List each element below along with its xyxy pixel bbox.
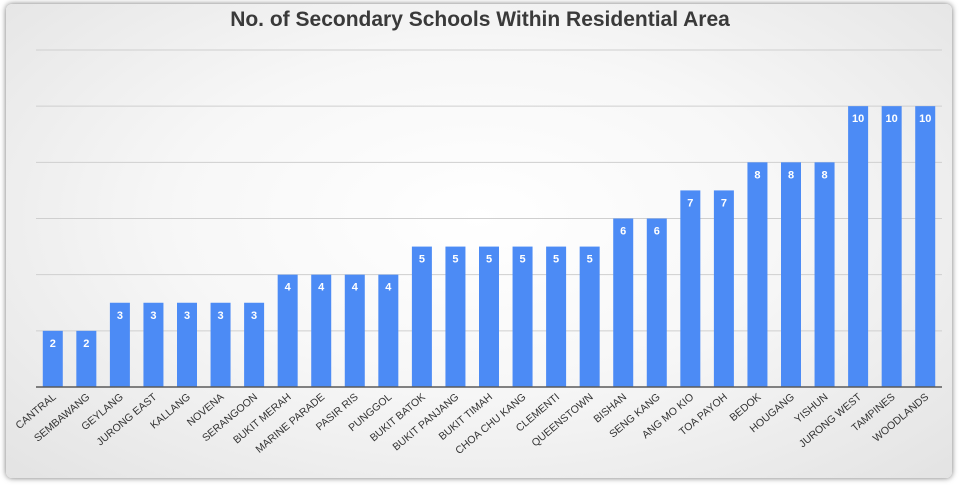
data-label: 4 — [385, 282, 392, 294]
data-label: 2 — [83, 338, 89, 350]
data-label: 10 — [852, 113, 864, 125]
chart-title: No. of Secondary Schools Within Resident… — [230, 8, 730, 31]
bar — [210, 302, 231, 387]
data-label: 8 — [821, 169, 827, 181]
bar — [109, 302, 130, 387]
data-label: 3 — [150, 310, 156, 322]
bar — [76, 330, 97, 387]
bar — [881, 106, 902, 388]
bar — [848, 106, 869, 388]
bar — [646, 218, 667, 387]
data-label: 4 — [285, 282, 292, 294]
data-label: 5 — [452, 254, 458, 266]
data-label: 3 — [184, 310, 190, 322]
bar — [747, 162, 768, 387]
bar — [42, 330, 63, 387]
data-label: 10 — [919, 113, 931, 125]
data-label: 4 — [352, 282, 359, 294]
bars — [42, 106, 936, 388]
data-label: 3 — [251, 310, 257, 322]
bar — [143, 302, 164, 387]
data-label: 5 — [519, 254, 525, 266]
bar — [546, 246, 567, 387]
data-labels: 2 2 3 3 3 3 3 4 4 4 4 5 5 5 5 5 5 6 6 7 7 8 8 8 10 10 10 — [50, 113, 932, 350]
data-label: 5 — [419, 254, 425, 266]
x-tick-label: QUEENSTOWN — [529, 391, 595, 449]
bar — [445, 246, 466, 387]
data-label: 4 — [318, 282, 325, 294]
bar — [713, 190, 734, 387]
data-label: 7 — [721, 197, 727, 209]
bar — [479, 246, 499, 387]
data-label: 5 — [486, 254, 492, 266]
data-label: 3 — [217, 310, 223, 322]
bar — [311, 274, 332, 387]
data-label: 7 — [687, 197, 693, 209]
data-label: 2 — [50, 338, 56, 350]
bar — [915, 106, 936, 388]
data-label: 8 — [788, 169, 794, 181]
data-label: 6 — [620, 226, 626, 238]
bar — [781, 162, 801, 387]
bar — [411, 246, 432, 387]
bar — [613, 218, 634, 387]
bar — [344, 274, 365, 387]
data-label: 6 — [654, 226, 660, 238]
bar — [680, 190, 701, 387]
data-label: 10 — [886, 113, 898, 125]
bar — [277, 274, 298, 387]
data-label: 3 — [117, 310, 123, 322]
data-label: 8 — [754, 169, 760, 181]
bar — [512, 246, 533, 387]
bar — [244, 302, 265, 387]
bar — [814, 162, 835, 387]
data-label: 5 — [587, 254, 593, 266]
bar — [579, 246, 600, 387]
data-label: 5 — [553, 254, 559, 266]
bar — [177, 302, 197, 387]
bar — [378, 274, 399, 387]
